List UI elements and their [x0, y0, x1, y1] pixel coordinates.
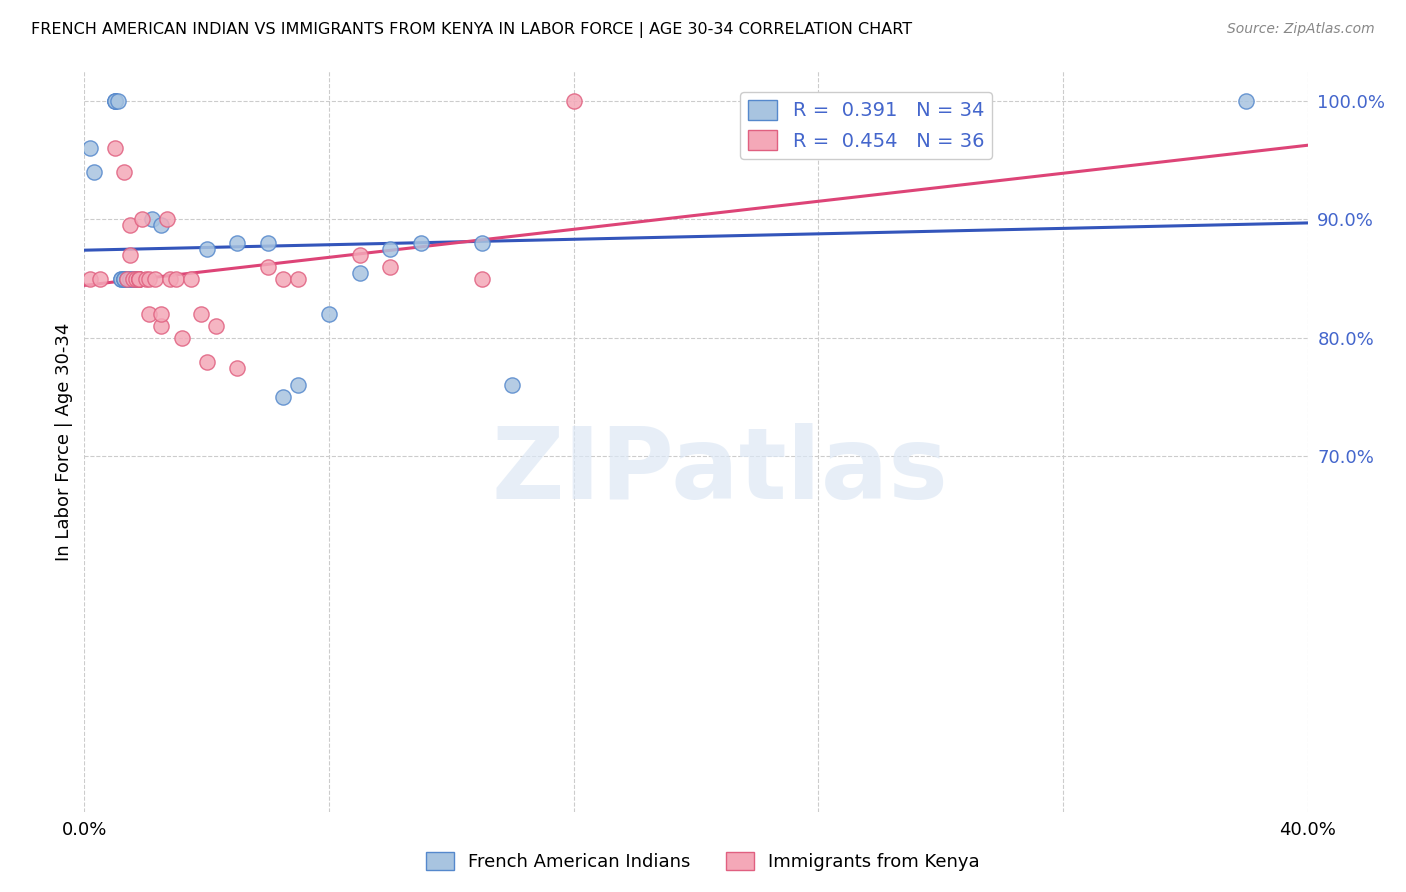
Point — [122, 271, 145, 285]
Point — [112, 271, 135, 285]
Point — [104, 94, 127, 108]
Point — [125, 271, 148, 285]
Point — [131, 212, 153, 227]
Point — [120, 219, 142, 233]
Point — [380, 242, 402, 256]
Point — [115, 271, 138, 285]
Point — [190, 307, 212, 321]
Point — [149, 219, 172, 233]
Point — [409, 236, 432, 251]
Point — [104, 94, 127, 108]
Point — [143, 271, 166, 285]
Point — [115, 271, 138, 285]
Point — [149, 319, 172, 334]
Point — [149, 307, 172, 321]
Point — [271, 271, 294, 285]
Point — [172, 331, 194, 345]
Point — [205, 319, 228, 334]
Point — [83, 165, 105, 179]
Point — [125, 271, 148, 285]
Point — [257, 236, 280, 251]
Point — [271, 390, 294, 404]
Point — [471, 236, 494, 251]
Point — [165, 271, 187, 285]
Legend: French American Indians, Immigrants from Kenya: French American Indians, Immigrants from… — [419, 845, 987, 879]
Text: Source: ZipAtlas.com: Source: ZipAtlas.com — [1227, 22, 1375, 37]
Y-axis label: In Labor Force | Age 30-34: In Labor Force | Age 30-34 — [55, 322, 73, 561]
Point — [159, 271, 181, 285]
Point — [287, 378, 309, 392]
Point — [141, 212, 163, 227]
Point — [115, 271, 138, 285]
Point — [89, 271, 111, 285]
Point — [120, 271, 142, 285]
Point — [562, 94, 585, 108]
Point — [79, 141, 101, 155]
Point — [107, 94, 129, 108]
Point — [104, 94, 127, 108]
Point — [180, 271, 202, 285]
Point — [471, 271, 494, 285]
Point — [380, 260, 402, 274]
Point — [318, 307, 340, 321]
Point — [110, 271, 132, 285]
Point — [349, 266, 371, 280]
Text: FRENCH AMERICAN INDIAN VS IMMIGRANTS FROM KENYA IN LABOR FORCE | AGE 30-34 CORRE: FRENCH AMERICAN INDIAN VS IMMIGRANTS FRO… — [31, 22, 912, 38]
Point — [79, 271, 101, 285]
Point — [135, 271, 157, 285]
Point — [120, 248, 142, 262]
Point — [502, 378, 524, 392]
Point — [110, 271, 132, 285]
Point — [104, 141, 127, 155]
Point — [195, 354, 218, 368]
Point — [138, 271, 160, 285]
Point — [128, 271, 150, 285]
Point — [128, 271, 150, 285]
Point — [128, 271, 150, 285]
Point — [122, 271, 145, 285]
Point — [120, 271, 142, 285]
Point — [128, 271, 150, 285]
Point — [156, 212, 179, 227]
Point — [1236, 94, 1258, 108]
Point — [138, 307, 160, 321]
Point — [112, 271, 135, 285]
Point — [125, 271, 148, 285]
Point — [112, 165, 135, 179]
Point — [112, 271, 135, 285]
Point — [287, 271, 309, 285]
Legend: R =  0.391   N = 34, R =  0.454   N = 36: R = 0.391 N = 34, R = 0.454 N = 36 — [741, 92, 993, 159]
Point — [257, 260, 280, 274]
Point — [195, 242, 218, 256]
Text: ZIPatlas: ZIPatlas — [492, 423, 949, 520]
Point — [226, 360, 249, 375]
Point — [122, 271, 145, 285]
Point — [226, 236, 249, 251]
Point — [349, 248, 371, 262]
Point — [128, 271, 150, 285]
